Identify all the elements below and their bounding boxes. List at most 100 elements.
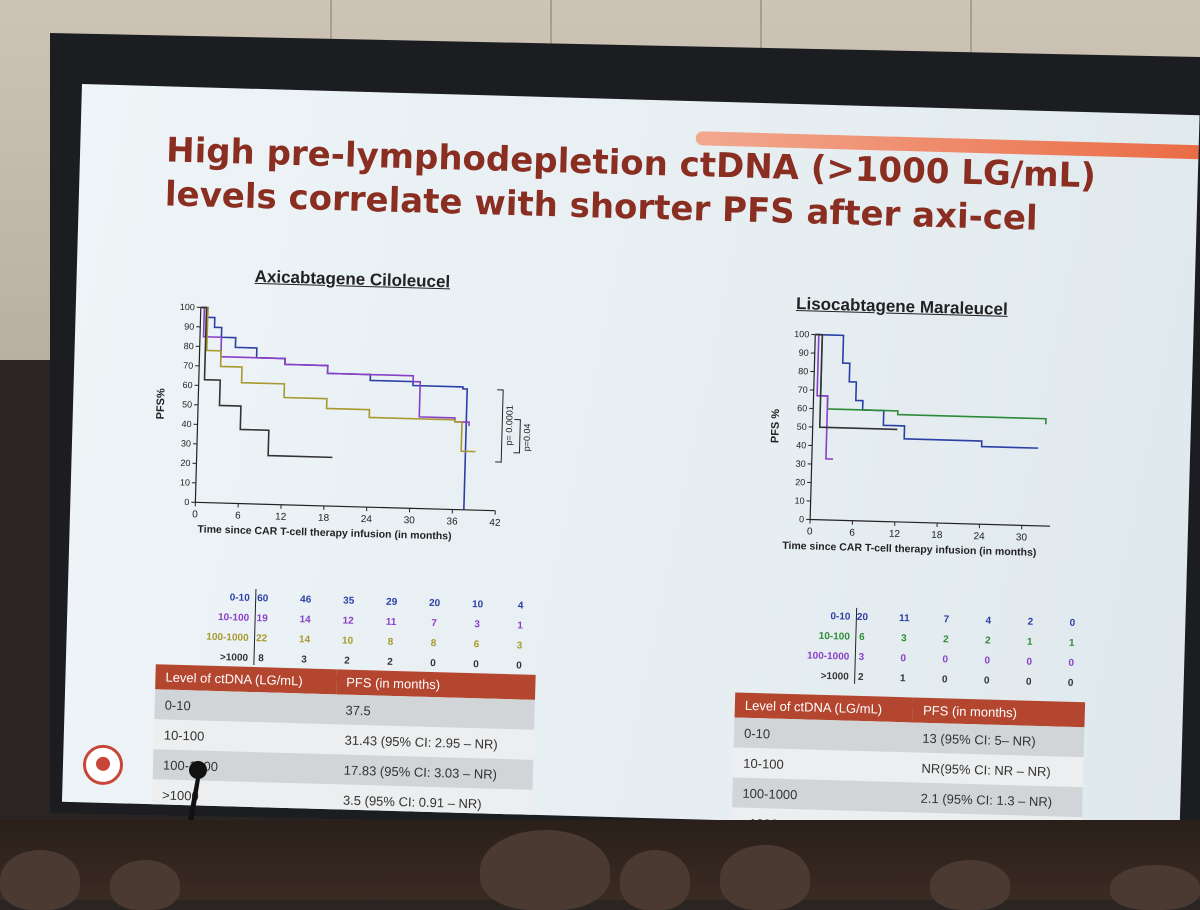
x-tick-label: 18 bbox=[931, 530, 943, 541]
audience-head bbox=[620, 850, 690, 910]
risk-count: 11 bbox=[386, 617, 397, 628]
y-tick-label: 30 bbox=[181, 438, 191, 448]
table-cell: 2.1 (95% CI: 1.3 – NR) bbox=[910, 782, 1083, 817]
risk-group-label: 0-10 bbox=[230, 592, 251, 604]
y-tick-label: 60 bbox=[797, 403, 807, 413]
logo-mark bbox=[96, 757, 110, 771]
risk-count: 46 bbox=[300, 594, 312, 605]
y-tick-label: 0 bbox=[184, 497, 189, 507]
y-tick-label: 100 bbox=[180, 302, 195, 312]
risk-count: 10 bbox=[472, 599, 484, 610]
left-pfs-table: Level of ctDNA (LG/mL) PFS (in months) 0… bbox=[152, 664, 536, 820]
risk-count: 3 bbox=[901, 633, 907, 644]
risk-count: 60 bbox=[257, 593, 269, 604]
audience-silhouettes bbox=[0, 820, 1200, 900]
x-tick-label: 6 bbox=[849, 528, 855, 539]
x-tick-label: 36 bbox=[446, 516, 458, 527]
risk-count: 3 bbox=[301, 654, 307, 665]
y-tick-label: 100 bbox=[794, 329, 809, 339]
y-axis-label: PFS% bbox=[155, 388, 168, 420]
pvalue-bracket-2 bbox=[513, 420, 520, 453]
table-cell: 100-1000 bbox=[732, 777, 911, 812]
risk-table-divider bbox=[855, 608, 857, 684]
risk-count: 4 bbox=[985, 615, 991, 626]
risk-group-label: 100-1000 bbox=[206, 632, 249, 644]
risk-count: 0 bbox=[984, 675, 990, 686]
y-tick-label: 90 bbox=[799, 348, 809, 358]
risk-count: 11 bbox=[899, 613, 910, 624]
table-cell: 0-10 bbox=[734, 717, 913, 752]
risk-count: 6 bbox=[859, 632, 865, 643]
risk-count: 14 bbox=[299, 614, 311, 625]
society-logo bbox=[82, 744, 123, 785]
risk-count: 14 bbox=[299, 634, 311, 645]
risk-count: 0 bbox=[1068, 678, 1074, 689]
y-tick-label: 0 bbox=[799, 514, 804, 524]
y-tick-label: 10 bbox=[794, 496, 804, 506]
risk-count: 4 bbox=[518, 600, 524, 611]
risk-count: 3 bbox=[474, 619, 480, 630]
risk-count: 7 bbox=[431, 618, 437, 629]
risk-group-label: 100-1000 bbox=[807, 650, 850, 662]
x-tick-label: 18 bbox=[318, 513, 330, 524]
y-tick-label: 80 bbox=[184, 341, 194, 351]
risk-count: 0 bbox=[1026, 657, 1032, 668]
risk-count: 1 bbox=[1027, 637, 1033, 648]
pvalue-label-1: p= 0.0001 bbox=[504, 405, 515, 446]
risk-count: 2 bbox=[943, 634, 949, 645]
audience-head bbox=[0, 850, 80, 910]
x-tick-label: 6 bbox=[235, 510, 241, 521]
y-tick-label: 70 bbox=[183, 360, 193, 370]
left-risk-svg: 0-106046352920104010-100191412117310100-… bbox=[136, 584, 558, 676]
risk-group-label: >1000 bbox=[220, 652, 249, 664]
risk-count: 0 bbox=[900, 653, 906, 664]
risk-count: 1 bbox=[517, 620, 523, 631]
risk-group-label: >1000 bbox=[821, 671, 850, 683]
risk-count: 2 bbox=[344, 656, 350, 667]
table-cell: 10-100 bbox=[733, 747, 912, 782]
y-tick-label: 20 bbox=[795, 477, 805, 487]
risk-count: 0 bbox=[516, 660, 522, 671]
table-cell: NR(95% CI: NR – NR) bbox=[911, 752, 1084, 787]
risk-count: 20 bbox=[429, 598, 441, 609]
x-tick-label: 12 bbox=[275, 512, 287, 523]
projected-slide: High pre-lymphodepletion ctDNA (>1000 LG… bbox=[62, 84, 1200, 833]
risk-count: 8 bbox=[258, 653, 264, 664]
km-curve-1001000 bbox=[197, 307, 479, 451]
left-risk-table: 0-106046352920104010-100191412117310100-… bbox=[136, 584, 558, 676]
risk-count: 0 bbox=[1068, 658, 1074, 669]
x-tick-label: 24 bbox=[973, 531, 985, 542]
y-axis-label: PFS % bbox=[769, 409, 782, 444]
y-tick-label: 50 bbox=[797, 422, 807, 432]
risk-count: 0 bbox=[942, 674, 948, 685]
audience-head bbox=[480, 830, 610, 910]
right-pfs-table: Level of ctDNA (LG/mL) PFS (in months) 0… bbox=[731, 692, 1085, 832]
risk-count: 1 bbox=[900, 673, 906, 684]
risk-count: 0 bbox=[942, 654, 948, 665]
risk-count: 1 bbox=[1069, 638, 1075, 649]
risk-count: 0 bbox=[1026, 677, 1032, 688]
x-tick-label: 30 bbox=[1016, 532, 1028, 543]
pvalue-bracket-1 bbox=[495, 390, 503, 462]
right-chart-subtitle: Lisocabtagene Maraleucel bbox=[796, 294, 1008, 320]
risk-count: 6 bbox=[474, 639, 480, 650]
risk-count: 19 bbox=[256, 613, 268, 624]
x-axis bbox=[195, 502, 495, 510]
y-tick-label: 80 bbox=[798, 366, 808, 376]
risk-count: 2 bbox=[1027, 617, 1033, 628]
y-tick-label: 40 bbox=[181, 419, 191, 429]
risk-count: 0 bbox=[1069, 618, 1075, 629]
x-tick-label: 12 bbox=[889, 529, 901, 540]
risk-count: 2 bbox=[387, 657, 393, 668]
risk-count: 0 bbox=[473, 659, 479, 670]
x-axis bbox=[810, 520, 1050, 527]
risk-count: 22 bbox=[256, 633, 268, 644]
y-tick-label: 10 bbox=[180, 477, 190, 487]
risk-count: 12 bbox=[342, 615, 354, 626]
risk-count: 35 bbox=[343, 595, 355, 606]
risk-group-label: 10-100 bbox=[819, 631, 851, 643]
left-chart-subtitle: Axicabtagene Ciloleucel bbox=[254, 267, 450, 292]
